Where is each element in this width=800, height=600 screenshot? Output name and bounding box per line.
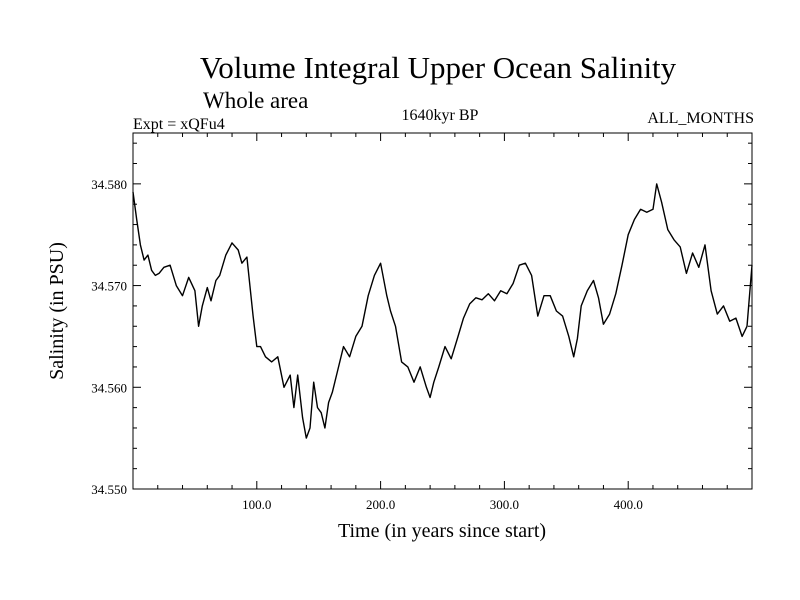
experiment-label: Expt = xQFu4: [133, 116, 225, 133]
chart-subtitle: Whole area: [203, 88, 309, 113]
x-tick-label: 100.0: [242, 497, 271, 512]
y-tick-label: 34.560: [91, 380, 127, 395]
y-tick-label: 34.570: [91, 279, 127, 294]
x-axis-title: Time (in years since start): [338, 520, 546, 542]
x-tick-label: 300.0: [490, 497, 519, 512]
chart-title: Volume Integral Upper Ocean Salinity: [199, 50, 677, 85]
y-axis-title: Salinity (in PSU): [46, 242, 68, 380]
y-tick-label: 34.550: [91, 482, 127, 497]
plot-frame: [132, 132, 753, 490]
x-tick-label: 200.0: [366, 497, 395, 512]
months-label: ALL_MONTHS: [647, 110, 754, 127]
y-tick-label: 34.580: [91, 177, 127, 192]
tick-marks: [133, 133, 752, 489]
period-label: 1640kyr BP: [401, 107, 479, 124]
series-line-salinity: [132, 183, 753, 439]
x-tick-label: 400.0: [614, 497, 643, 512]
tick-labels: 100.0 200.0 300.0 400.0 34.550 34.560 34.570 34…: [91, 177, 643, 512]
